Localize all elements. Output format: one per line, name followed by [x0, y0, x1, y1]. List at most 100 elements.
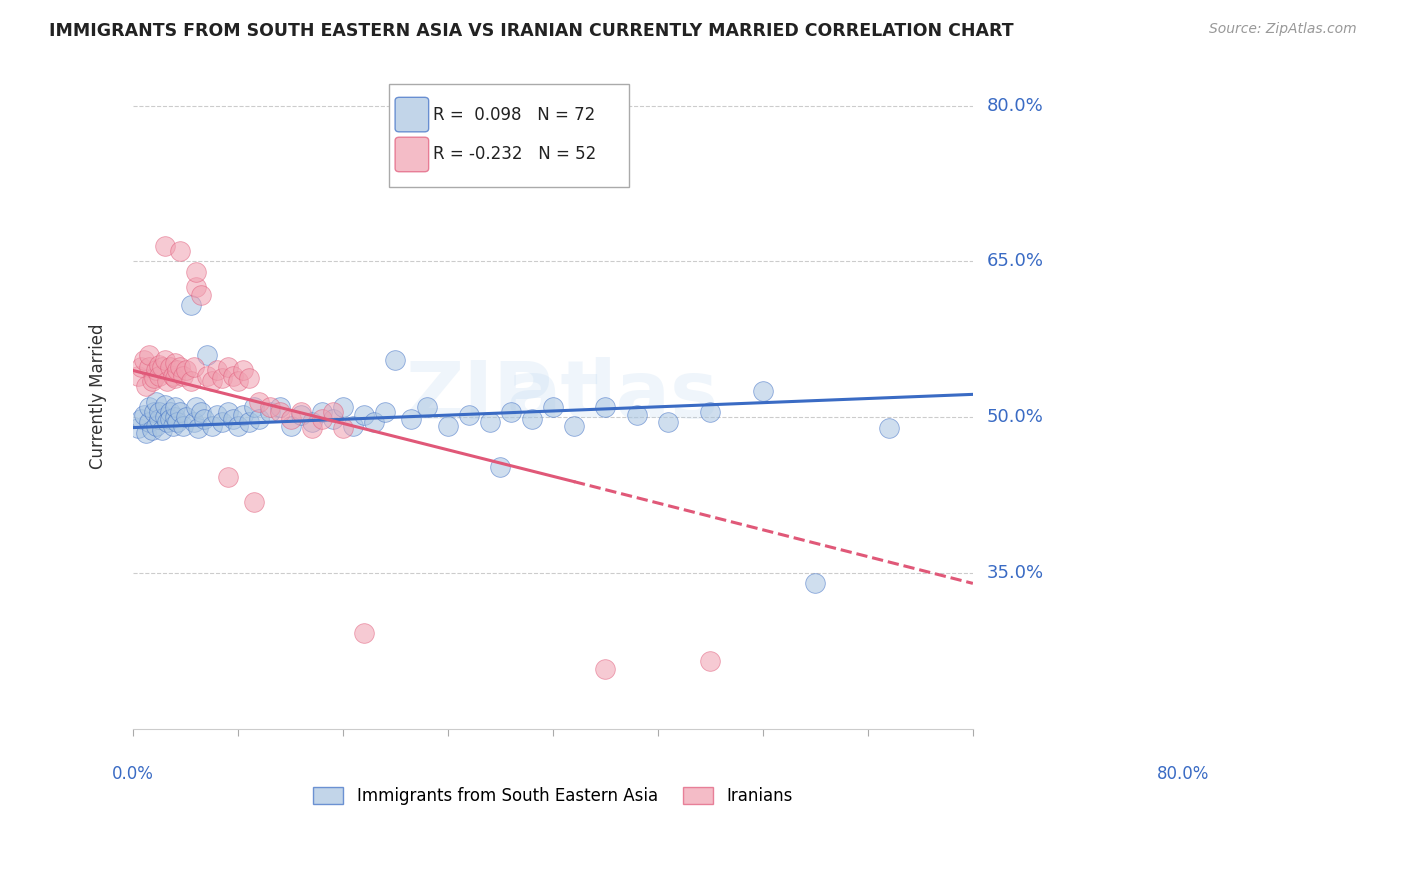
Point: [174, 363, 197, 377]
Point: [499, 405, 522, 419]
Point: [183, 416, 205, 430]
Text: IMMIGRANTS FROM SOUTH EASTERN ASIA VS IRANIAN CURRENTLY MARRIED CORRELATION CHAR: IMMIGRANTS FROM SOUTH EASTERN ASIA VS IR…: [49, 22, 1014, 40]
Point: [148, 359, 170, 373]
Point: [269, 400, 291, 414]
Point: [222, 368, 245, 383]
Point: [132, 408, 155, 422]
Point: [222, 412, 245, 426]
Point: [166, 363, 188, 377]
Point: [141, 374, 163, 388]
Point: [238, 370, 260, 384]
Text: at: at: [506, 358, 599, 435]
Point: [138, 400, 160, 414]
Point: [205, 363, 228, 377]
Point: [148, 368, 170, 383]
Point: [172, 368, 194, 383]
Point: [184, 400, 207, 414]
Point: [242, 495, 264, 509]
Point: [152, 360, 174, 375]
Point: [247, 394, 270, 409]
Text: ZIP: ZIP: [406, 358, 553, 435]
Point: [184, 265, 207, 279]
Point: [159, 412, 181, 426]
Point: [169, 360, 191, 375]
Point: [153, 398, 176, 412]
Point: [148, 405, 170, 419]
FancyBboxPatch shape: [389, 84, 628, 187]
Text: las: las: [589, 358, 718, 435]
Point: [127, 368, 149, 383]
Point: [190, 287, 212, 301]
Point: [363, 416, 385, 430]
Point: [752, 384, 775, 399]
Point: [311, 412, 333, 426]
Point: [143, 405, 166, 419]
Legend: Immigrants from South Eastern Asia, Iranians: Immigrants from South Eastern Asia, Iran…: [305, 779, 801, 814]
Point: [562, 418, 585, 433]
Point: [311, 405, 333, 419]
Text: 0.0%: 0.0%: [112, 765, 155, 783]
Point: [169, 244, 191, 258]
Point: [259, 400, 281, 414]
Point: [226, 418, 249, 433]
Point: [242, 400, 264, 414]
Point: [156, 374, 179, 388]
Text: 35.0%: 35.0%: [987, 564, 1043, 582]
Point: [238, 416, 260, 430]
Point: [699, 405, 721, 419]
Point: [187, 420, 209, 434]
Point: [595, 662, 617, 676]
Text: 50.0%: 50.0%: [987, 409, 1043, 426]
Point: [211, 370, 233, 384]
Point: [159, 360, 181, 375]
Point: [201, 418, 224, 433]
Point: [143, 370, 166, 384]
Point: [195, 348, 218, 362]
Point: [458, 408, 481, 422]
Point: [127, 420, 149, 434]
Point: [877, 420, 900, 434]
Point: [163, 400, 186, 414]
Point: [131, 412, 153, 426]
Point: [193, 412, 215, 426]
Point: [145, 394, 167, 409]
Point: [138, 360, 160, 375]
Point: [374, 405, 396, 419]
Text: Source: ZipAtlas.com: Source: ZipAtlas.com: [1209, 22, 1357, 37]
Point: [321, 405, 343, 419]
Point: [489, 460, 512, 475]
Text: 80.0%: 80.0%: [1157, 765, 1209, 783]
Point: [541, 400, 564, 414]
Point: [247, 412, 270, 426]
Point: [321, 412, 343, 426]
Point: [342, 418, 364, 433]
Point: [520, 412, 543, 426]
Point: [280, 412, 302, 426]
Point: [138, 348, 160, 362]
Point: [135, 425, 157, 440]
Point: [699, 654, 721, 668]
Point: [131, 360, 153, 375]
Point: [180, 298, 202, 312]
Point: [180, 374, 202, 388]
Text: Currently Married: Currently Married: [89, 324, 107, 469]
Point: [159, 405, 181, 419]
Text: 65.0%: 65.0%: [987, 252, 1043, 270]
Point: [162, 368, 184, 383]
Point: [141, 423, 163, 437]
Text: R =  0.098   N = 72: R = 0.098 N = 72: [433, 105, 595, 124]
Point: [163, 356, 186, 370]
Point: [353, 626, 375, 640]
Point: [657, 416, 679, 430]
Point: [804, 576, 827, 591]
Point: [290, 405, 312, 419]
Point: [232, 363, 254, 377]
Point: [153, 239, 176, 253]
Point: [217, 470, 239, 484]
Point: [201, 374, 224, 388]
Point: [217, 360, 239, 375]
Point: [437, 418, 460, 433]
Text: R = -0.232   N = 52: R = -0.232 N = 52: [433, 145, 596, 163]
Point: [269, 405, 291, 419]
Point: [280, 418, 302, 433]
